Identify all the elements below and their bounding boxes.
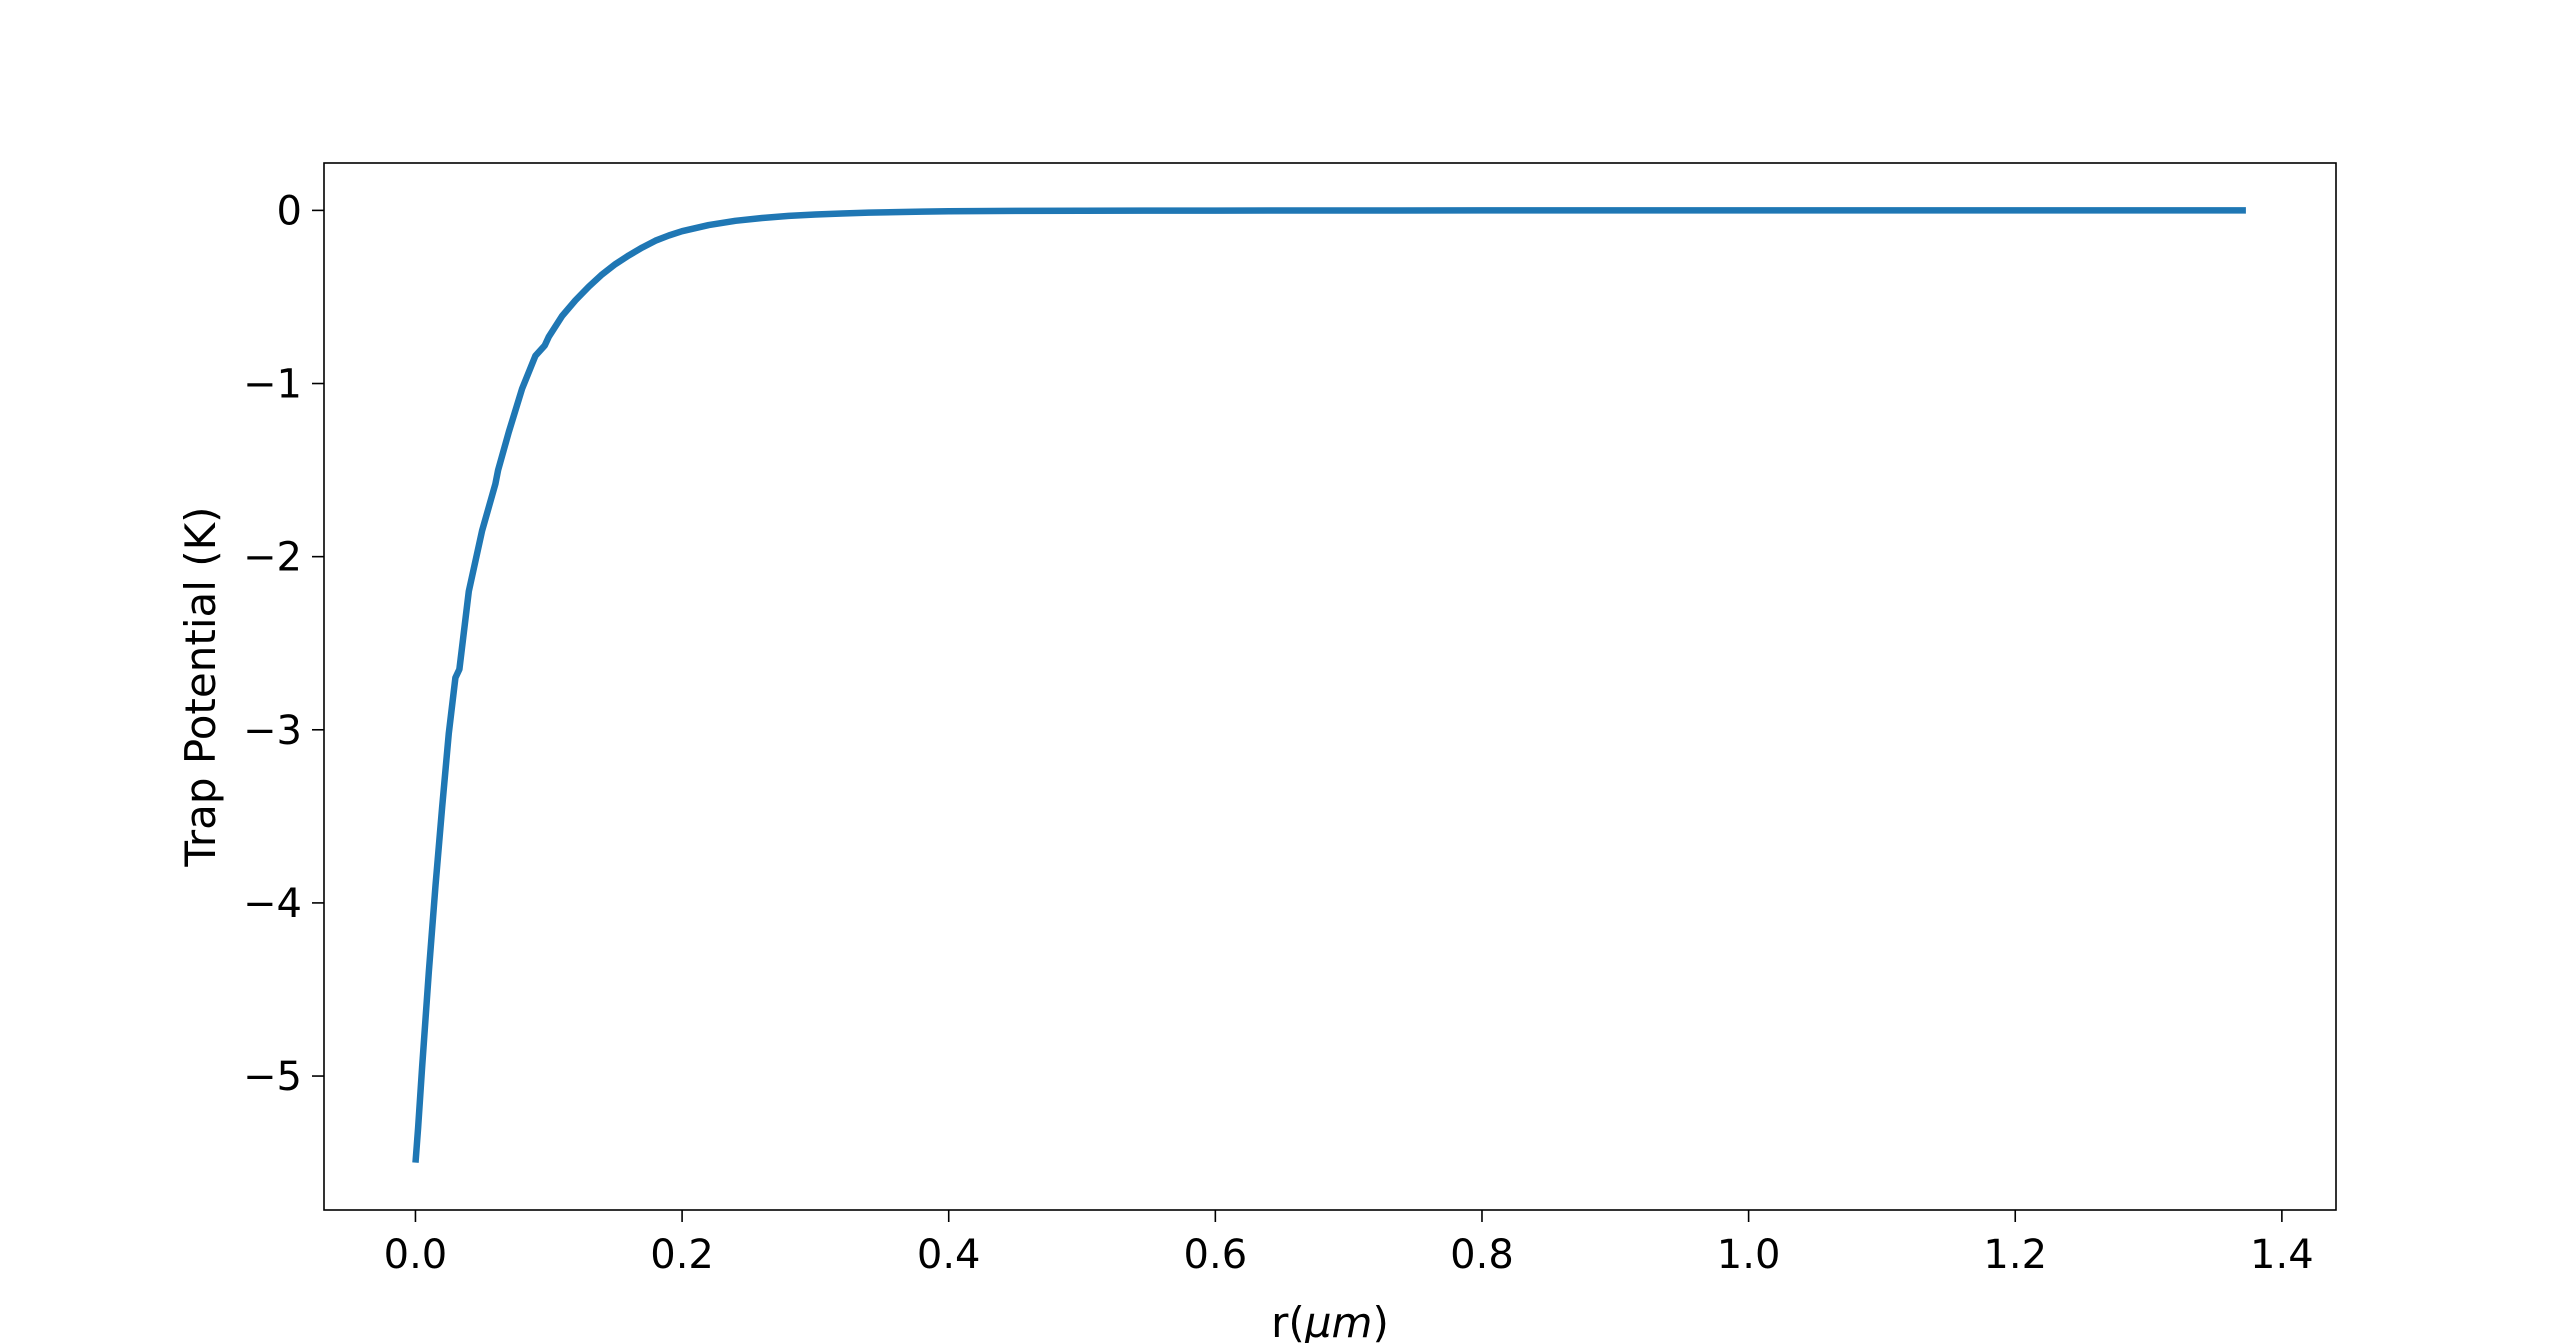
series-line [412, 207, 2246, 1163]
series-layer [412, 207, 2246, 1163]
x-axis-label: r(μm) [1271, 1298, 1389, 1343]
y-axis-label: Trap Potential (K) [176, 506, 225, 867]
y-tick-label: −4 [243, 881, 302, 927]
plot-area-frame [323, 162, 2337, 1211]
x-tick-label: 1.2 [1983, 1232, 2047, 1278]
x-tick-label: 0.6 [1184, 1232, 1248, 1278]
x-axis-ticks: 0.0 0.2 0.4 0.6 0.8 1.0 1.2 1.4 [384, 1210, 2314, 1278]
y-axis-ticks: 0 −1 −2 −3 −4 −5 [243, 188, 324, 1100]
y-tick-label: −2 [243, 535, 302, 581]
y-tick-label: −5 [243, 1054, 302, 1100]
x-tick-label: 1.4 [2250, 1232, 2314, 1278]
x-tick-label: 0.8 [1450, 1232, 1514, 1278]
y-tick-label: 0 [277, 188, 302, 234]
x-tick-label: 0.2 [650, 1232, 714, 1278]
x-tick-label: 0.0 [384, 1232, 448, 1278]
x-tick-label: 0.4 [917, 1232, 981, 1278]
x-tick-label: 1.0 [1717, 1232, 1781, 1278]
y-tick-label: −1 [243, 362, 302, 408]
y-tick-label: −3 [243, 708, 302, 754]
